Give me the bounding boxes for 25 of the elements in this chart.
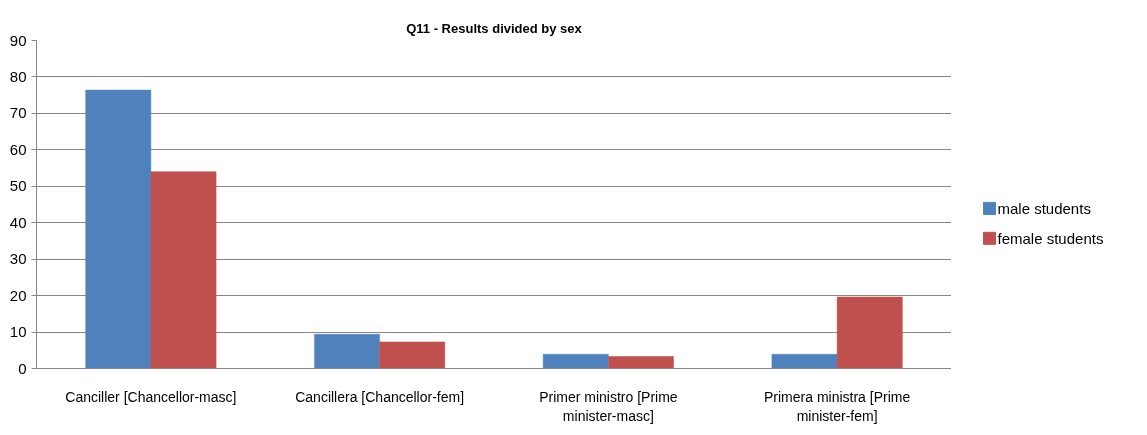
- x-tick-label: Cancillera [Chancellor-fem]: [295, 388, 465, 405]
- x-tick-label: Canciller [Chancellor-masc]: [65, 388, 237, 405]
- y-tick-label: 90: [9, 31, 27, 49]
- y-tick-label: 50: [9, 177, 27, 195]
- bar: [608, 356, 674, 369]
- y-tick-label: 70: [9, 104, 27, 122]
- y-tick-label: 10: [9, 323, 27, 341]
- bar: [771, 354, 838, 369]
- bar: [150, 171, 217, 369]
- legend-label: male students: [997, 199, 1091, 217]
- x-tick-label: Primera ministra [Prime minister-fem]: [764, 388, 911, 424]
- bar: [379, 341, 446, 369]
- y-tick-label: 0: [18, 359, 27, 377]
- bar: [85, 89, 152, 369]
- x-tick-label: Primer ministro [Prime minister-masc]: [539, 388, 678, 424]
- bar: [542, 354, 609, 369]
- bar: [314, 333, 380, 369]
- legend-label: female students: [997, 229, 1104, 247]
- y-tick-label: 40: [9, 213, 27, 231]
- y-tick-label: 60: [9, 140, 27, 158]
- y-tick-label: 30: [9, 250, 27, 268]
- chart-title: Q11 - Results divided by sex: [406, 20, 583, 36]
- y-tick-label: 20: [9, 286, 27, 304]
- bar: [836, 296, 903, 369]
- y-tick-label: 80: [9, 67, 27, 85]
